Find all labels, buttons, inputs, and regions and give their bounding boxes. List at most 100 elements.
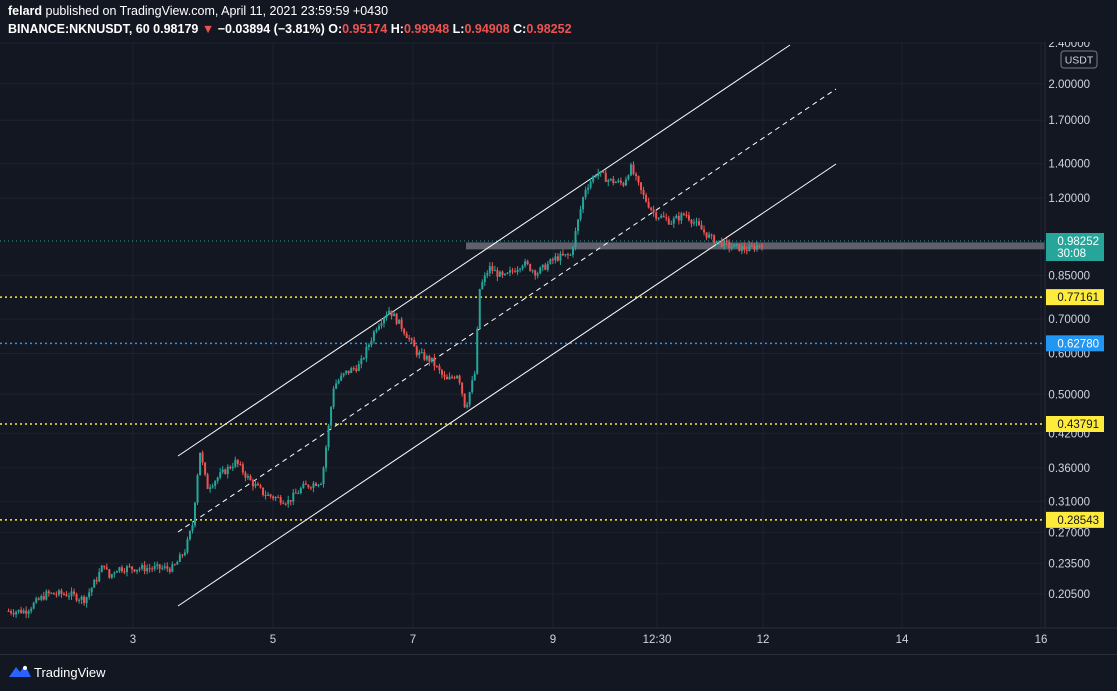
brand-name[interactable]: TradingView bbox=[34, 665, 106, 680]
low-value: 0.94908 bbox=[464, 22, 510, 36]
trend-channel[interactable] bbox=[177, 44, 837, 607]
price-tick-label: 1.70000 bbox=[1048, 115, 1090, 127]
candle-body bbox=[257, 483, 259, 486]
level-tag-label: 0.43791 bbox=[1057, 419, 1099, 431]
candle-body bbox=[750, 245, 753, 247]
candle-body bbox=[511, 270, 514, 272]
candle-body bbox=[685, 214, 688, 216]
candle-body bbox=[171, 564, 174, 572]
candle-body bbox=[549, 259, 552, 264]
author-name[interactable]: felard bbox=[8, 4, 43, 18]
candle-body bbox=[413, 340, 416, 347]
price-axis[interactable]: 2.40000 2.00000 1.70000 1.40000 1.20000 0.850… bbox=[1048, 42, 1090, 601]
candle-body bbox=[83, 596, 86, 604]
candle-body bbox=[22, 610, 25, 614]
time-tick-label: 12:30 bbox=[643, 634, 672, 646]
candle-body bbox=[259, 485, 262, 488]
last-price: 0.98179 bbox=[153, 22, 199, 36]
symbol-name[interactable]: BINANCE:NKNUSDT, 60 bbox=[8, 22, 150, 36]
candle-body bbox=[65, 594, 68, 597]
candle-body bbox=[181, 554, 184, 556]
level-tag bbox=[1046, 289, 1104, 306]
candle-body bbox=[735, 243, 738, 245]
candle-body bbox=[483, 275, 486, 283]
candle-body bbox=[146, 568, 149, 572]
candle-body bbox=[705, 232, 708, 238]
candle-body bbox=[307, 484, 310, 488]
candle-body bbox=[201, 452, 204, 463]
candle-body bbox=[226, 466, 229, 475]
candle-body bbox=[274, 497, 277, 499]
candle-body bbox=[30, 608, 33, 612]
channel-upper-line[interactable] bbox=[177, 44, 791, 457]
candle-body bbox=[55, 594, 58, 596]
candle-body bbox=[136, 569, 139, 572]
candle-body bbox=[579, 209, 582, 220]
candle-body bbox=[196, 475, 199, 503]
candle-body bbox=[284, 503, 287, 505]
symbol-legend: BINANCE:NKNUSDT, 60 0.98179 ▼ −0.03894 (… bbox=[8, 22, 572, 36]
candle-body bbox=[715, 240, 718, 244]
channel-middle-line[interactable] bbox=[177, 88, 837, 533]
candle-body bbox=[335, 383, 338, 389]
candle-body bbox=[90, 587, 93, 593]
candle-body bbox=[110, 574, 113, 578]
open-label: O: bbox=[328, 22, 343, 36]
candle-body bbox=[269, 494, 272, 497]
currency-label: USDT bbox=[1065, 55, 1094, 67]
candle-body bbox=[698, 221, 700, 225]
currency-badge[interactable]: USDT bbox=[1060, 50, 1098, 69]
candle-body bbox=[95, 579, 98, 582]
candle-body bbox=[20, 609, 23, 614]
candle-body bbox=[141, 565, 144, 569]
candle-body bbox=[589, 181, 592, 188]
candle-body bbox=[37, 598, 40, 600]
candle-body bbox=[125, 566, 128, 573]
candle-body bbox=[430, 357, 433, 362]
candle-body bbox=[186, 539, 189, 553]
candle-body bbox=[488, 266, 491, 274]
tradingview-logo-icon[interactable] bbox=[8, 663, 32, 679]
candle-body bbox=[47, 591, 50, 594]
price-tick-label: 1.20000 bbox=[1048, 193, 1090, 205]
candle-body bbox=[168, 568, 171, 572]
price-tick-label: 0.20500 bbox=[1048, 589, 1090, 601]
candle-body bbox=[733, 244, 736, 248]
support-zone[interactable] bbox=[466, 242, 1045, 250]
channel-lower-line[interactable] bbox=[177, 163, 837, 607]
candle-body bbox=[267, 494, 270, 496]
candle-body bbox=[314, 483, 317, 486]
candle-body bbox=[753, 245, 756, 250]
candle-body bbox=[292, 492, 295, 502]
candle-body bbox=[211, 485, 214, 488]
candle-body bbox=[370, 340, 373, 345]
time-axis[interactable]: 3 5 7 9 12:30 12 14 16 bbox=[130, 634, 1048, 646]
candle-body bbox=[577, 219, 580, 232]
candle-body bbox=[219, 472, 222, 478]
candle-body bbox=[377, 325, 380, 330]
candle-body bbox=[80, 596, 83, 600]
candle-body bbox=[325, 447, 328, 468]
candle-body bbox=[642, 190, 645, 195]
price-tick-label: 0.31000 bbox=[1048, 496, 1090, 508]
price-chart[interactable]: 2.40000 2.00000 1.70000 1.40000 1.20000 0.850… bbox=[0, 42, 1117, 654]
candle-body bbox=[85, 596, 88, 604]
candle-body bbox=[476, 328, 479, 374]
candle-body bbox=[229, 466, 232, 469]
candle-body bbox=[105, 567, 108, 570]
candle-body bbox=[662, 215, 665, 218]
candle-body bbox=[496, 270, 499, 277]
candle-body bbox=[425, 356, 428, 360]
candle-body bbox=[423, 352, 426, 360]
candle-body bbox=[15, 611, 18, 615]
candle-body bbox=[173, 564, 176, 566]
candle-body bbox=[743, 246, 746, 250]
candle-body bbox=[559, 253, 562, 261]
candle-body bbox=[241, 464, 244, 473]
candle-body bbox=[566, 254, 569, 256]
candle-body bbox=[667, 218, 670, 225]
candle-body bbox=[451, 376, 454, 378]
candle-body bbox=[682, 213, 685, 215]
candle-body bbox=[151, 568, 154, 570]
candle-body bbox=[60, 590, 63, 595]
